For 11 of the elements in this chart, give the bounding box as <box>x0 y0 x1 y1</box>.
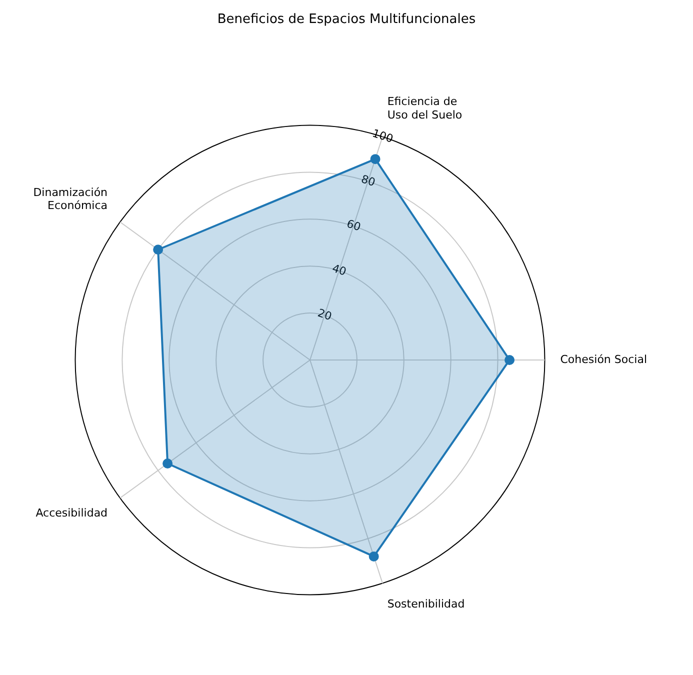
y-tick-label: 20 <box>316 306 334 324</box>
spoke-label: Cohesión Social <box>560 352 647 366</box>
spoke-label: Dinamización Económica <box>33 186 108 212</box>
y-tick-label: 100 <box>370 126 395 146</box>
spoke-label: Sostenibilidad <box>387 597 465 610</box>
y-tick-label: 60 <box>345 217 362 234</box>
spoke-label: Eficiencia de Uso del Suelo <box>387 95 462 122</box>
chart-title: Beneficios de Espacios Multifuncionales <box>217 12 476 28</box>
y-tick-label: 80 <box>360 172 377 190</box>
y-tick-label: 40 <box>330 262 348 278</box>
spoke-label: Accesibilidad <box>36 506 108 520</box>
